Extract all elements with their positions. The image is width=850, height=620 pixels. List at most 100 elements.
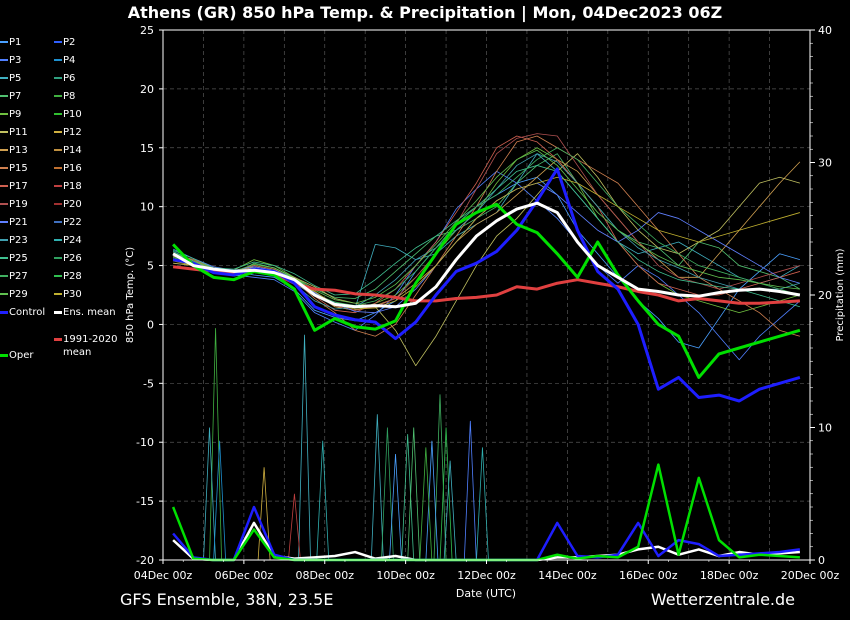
legend-label: P29 bbox=[9, 289, 28, 300]
legend-item: P24 bbox=[54, 234, 82, 248]
legend-item: P19 bbox=[0, 198, 28, 212]
legend-swatch bbox=[54, 257, 62, 259]
precip-member-spike bbox=[370, 414, 384, 561]
legend-item: Ens. mean bbox=[54, 306, 116, 320]
legend-swatch bbox=[0, 131, 8, 133]
legend-label: P24 bbox=[63, 235, 82, 246]
legend-label: P12 bbox=[63, 127, 82, 138]
legend-label: P13 bbox=[9, 145, 28, 156]
legend-swatch bbox=[0, 113, 8, 115]
x-tick-label: 18Dec 00z bbox=[700, 569, 759, 582]
legend-item: P21 bbox=[0, 216, 28, 230]
precip-member-spike bbox=[389, 453, 402, 561]
y2-tick-label: 40 bbox=[818, 24, 832, 37]
x-tick-label: 08Dec 00z bbox=[295, 569, 354, 582]
precip-member-spike bbox=[298, 334, 311, 561]
legend-item: P23 bbox=[0, 234, 28, 248]
legend-label: P23 bbox=[9, 235, 28, 246]
y-axis-label: 850 hPa Temp. (°C) bbox=[125, 247, 136, 343]
legend-label: Oper bbox=[9, 350, 34, 361]
legend-swatch bbox=[0, 59, 8, 61]
legend-item: P27 bbox=[0, 270, 28, 284]
precip-member-spike bbox=[425, 440, 439, 561]
precip-member-spike bbox=[439, 427, 453, 561]
legend-label: P5 bbox=[9, 73, 22, 84]
legend-label: P6 bbox=[63, 73, 76, 84]
temp-line-p29 bbox=[172, 149, 800, 304]
legend-swatch bbox=[0, 185, 8, 187]
precip-member-spike bbox=[203, 427, 216, 561]
y-tick-label: -10 bbox=[136, 436, 154, 449]
legend-item: P11 bbox=[0, 126, 28, 140]
legend-label: P19 bbox=[9, 199, 28, 210]
legend-label: P21 bbox=[9, 217, 28, 228]
precip-member-spike bbox=[213, 440, 227, 561]
legend-item: P10 bbox=[54, 108, 82, 122]
legend-item: P17 bbox=[0, 180, 28, 194]
main-lines-layer bbox=[172, 167, 801, 403]
legend-swatch bbox=[54, 275, 62, 277]
precip-member-spike bbox=[476, 447, 489, 561]
legend-swatch bbox=[54, 113, 62, 115]
legend-label: P26 bbox=[63, 253, 82, 264]
temp-line-p3 bbox=[172, 170, 801, 361]
legend-swatch bbox=[54, 77, 62, 79]
y-tick-label: 25 bbox=[140, 24, 154, 37]
legend-label: P10 bbox=[63, 109, 82, 120]
legend-label: P16 bbox=[63, 163, 82, 174]
precip-member-spike bbox=[433, 394, 447, 561]
temp-line-p25 bbox=[172, 165, 801, 308]
legend-swatch bbox=[54, 149, 62, 151]
legend-swatch bbox=[0, 239, 8, 241]
legend-label: P22 bbox=[63, 217, 82, 228]
legend-swatch bbox=[54, 293, 62, 295]
legend-item: P15 bbox=[0, 162, 28, 176]
legend-item: P7 bbox=[0, 90, 21, 104]
legend-swatch bbox=[0, 221, 8, 223]
precip-member-spike bbox=[419, 447, 433, 561]
legend-item: P20 bbox=[54, 198, 82, 212]
precip-member-spike bbox=[288, 493, 301, 561]
legend-item: P22 bbox=[54, 216, 82, 230]
x-tick-label: 06Dec 00z bbox=[215, 569, 274, 582]
legend-swatch bbox=[54, 95, 62, 97]
legend-swatch bbox=[0, 275, 8, 277]
legend-label: Ens. mean bbox=[63, 307, 116, 318]
legend-label: P30 bbox=[63, 289, 82, 300]
legend-item: P4 bbox=[54, 54, 75, 68]
legend-item: P16 bbox=[54, 162, 82, 176]
precip-member-spike bbox=[463, 420, 477, 561]
legend-item: P5 bbox=[0, 72, 21, 86]
y-tick-label: -20 bbox=[136, 554, 154, 567]
legend-swatch bbox=[0, 353, 8, 357]
legend-swatch bbox=[54, 131, 62, 133]
legend-item: P12 bbox=[54, 126, 82, 140]
precip-member-spike bbox=[401, 434, 415, 561]
chart-title: Athens (GR) 850 hPa Temp. & Precipitatio… bbox=[127, 3, 723, 22]
legend-swatch bbox=[0, 310, 8, 314]
legend-item: P28 bbox=[54, 270, 82, 284]
legend-item: P14 bbox=[54, 144, 82, 158]
legend-swatch bbox=[54, 310, 62, 314]
x-tick-label: 12Dec 00z bbox=[457, 569, 516, 582]
legend-item: P26 bbox=[54, 252, 82, 266]
y2-tick-label: 10 bbox=[818, 422, 832, 435]
y2-axis-label: Precipitation (mm) bbox=[835, 248, 846, 341]
x-tick-label: 20Dec 00z bbox=[781, 569, 840, 582]
legend-label: 1991-2020 mean bbox=[63, 334, 118, 358]
y2-tick-label: 30 bbox=[818, 157, 832, 170]
legend-swatch bbox=[54, 59, 62, 61]
legend-label: P14 bbox=[63, 145, 82, 156]
temp-line-ens-mean bbox=[172, 201, 801, 309]
y-tick-label: -15 bbox=[136, 495, 154, 508]
legend-swatch bbox=[0, 257, 8, 259]
legend-label: P9 bbox=[9, 109, 22, 120]
y2-tick-label: 0 bbox=[818, 554, 825, 567]
legend-label: P28 bbox=[63, 271, 82, 282]
y2-tick-label: 20 bbox=[818, 289, 832, 302]
y-tick-label: 20 bbox=[140, 83, 154, 96]
x-axis-label: Date (UTC) bbox=[456, 587, 516, 600]
y-tick-label: 10 bbox=[140, 201, 154, 214]
footer-model-info: GFS Ensemble, 38N, 23.5E bbox=[120, 590, 334, 609]
